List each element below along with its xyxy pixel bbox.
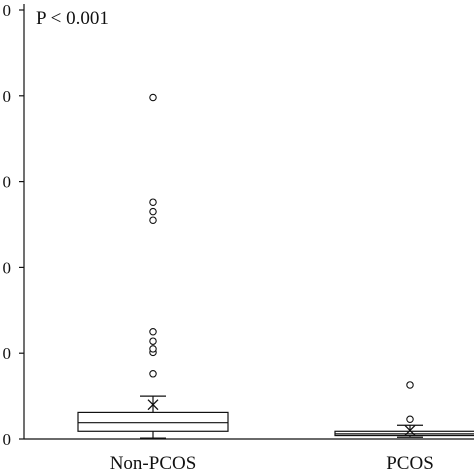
mean-marker-stroke [147,399,159,411]
outlier-point [149,337,157,345]
outlier-point [149,93,157,102]
y-tick-label: 0 [3,430,12,449]
outlier-point [149,345,157,353]
y-tick-label: 0 [3,173,12,192]
outlier-point [406,381,414,389]
outlier-point [149,207,157,216]
mean-marker [147,399,159,411]
mean-marker [404,424,416,436]
y-tick-label: 0 [3,1,12,20]
outlier-point [149,327,157,336]
outlier-point [149,198,157,206]
iqr-box [77,411,229,432]
plot-area [77,93,474,439]
box-group [77,93,229,439]
category-label: Non-PCOS [110,453,197,474]
outlier-point [149,370,157,378]
category-label: PCOS [386,453,434,474]
box-group [334,381,474,438]
y-tick-label: 0 [3,258,12,277]
y-tick-label: 0 [3,344,12,363]
outlier-point [149,216,157,224]
y-axis: 0 0 0 0 0 0 [3,1,474,449]
mean-marker-stroke [404,424,416,436]
y-tick-label: 0 [3,87,12,106]
category-labels: Non-PCOS PCOS [110,453,434,474]
p-value-annotation: P < 0.001 [36,8,109,29]
outlier-point [406,415,414,424]
